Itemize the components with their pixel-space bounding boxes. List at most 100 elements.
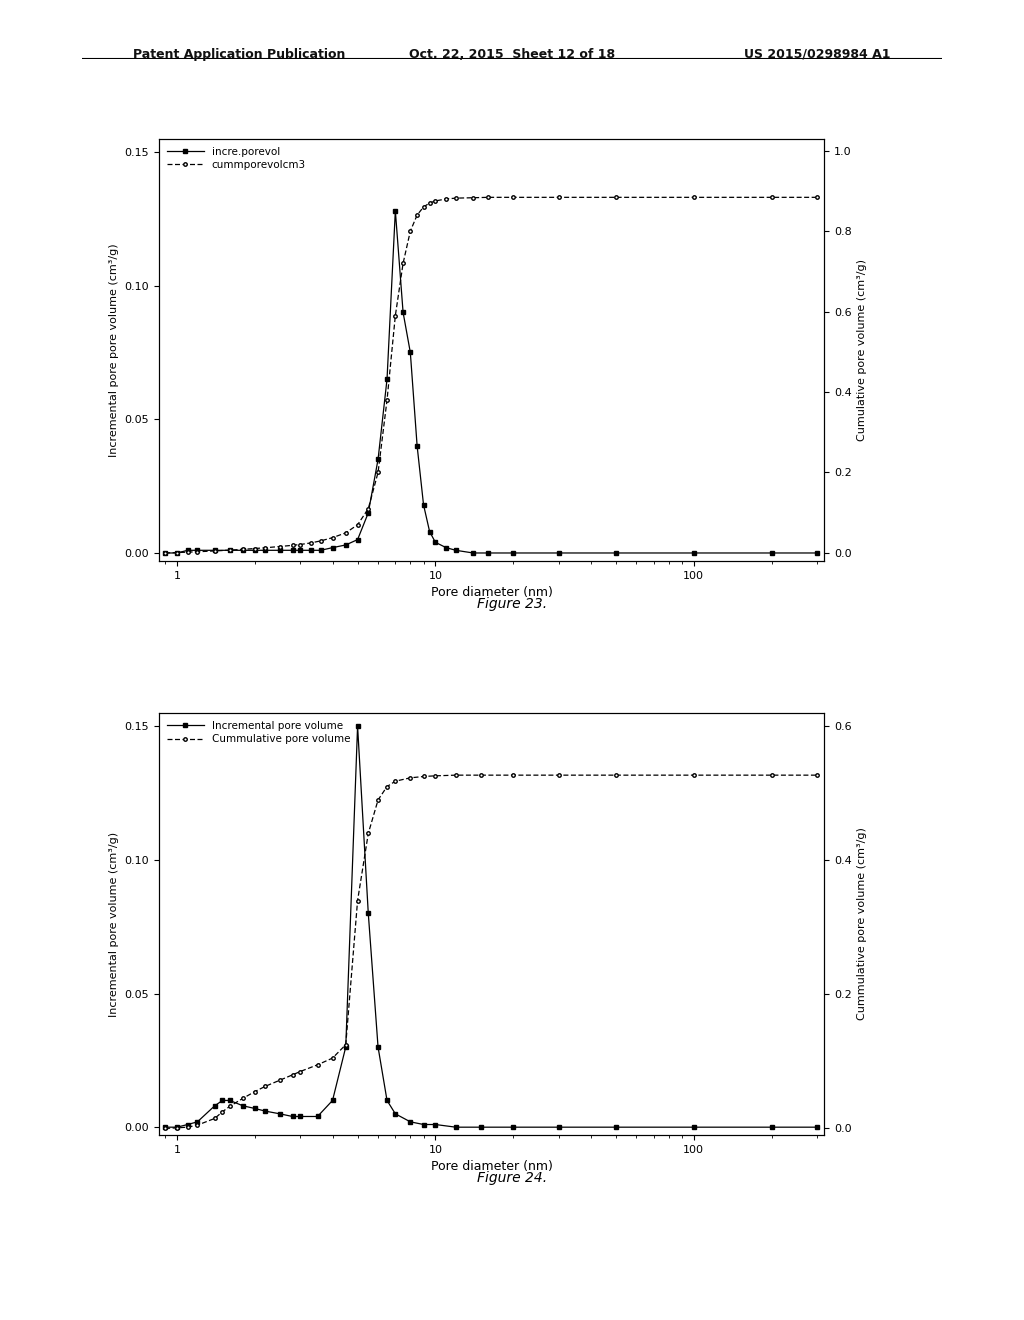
Cummulative pore volume bbox=[181, 1119, 194, 1135]
cummporevolcm3 bbox=[273, 539, 286, 554]
incre.porevol bbox=[467, 545, 479, 561]
cummporevolcm3 bbox=[381, 392, 393, 408]
Cummulative pore volume bbox=[811, 767, 823, 783]
Incremental pore volume bbox=[171, 1119, 183, 1135]
Cummulative pore volume bbox=[418, 768, 430, 784]
Incremental pore volume bbox=[553, 1119, 565, 1135]
incre.porevol bbox=[171, 545, 183, 561]
incre.porevol bbox=[191, 543, 204, 558]
cummporevolcm3 bbox=[429, 193, 441, 209]
cummporevolcm3 bbox=[181, 544, 194, 560]
Cummulative pore volume bbox=[237, 1090, 249, 1106]
cummporevolcm3 bbox=[424, 195, 436, 211]
Incremental pore volume bbox=[811, 1119, 823, 1135]
cummporevolcm3 bbox=[362, 500, 375, 516]
cummporevolcm3 bbox=[404, 223, 417, 239]
cummporevolcm3 bbox=[249, 541, 261, 557]
Cummulative pore volume bbox=[209, 1110, 221, 1126]
cummporevolcm3 bbox=[305, 535, 317, 550]
incre.porevol bbox=[418, 496, 430, 512]
Cummulative pore volume bbox=[429, 768, 441, 784]
cummporevolcm3 bbox=[411, 207, 423, 223]
incre.porevol bbox=[411, 438, 423, 454]
cummporevolcm3 bbox=[553, 189, 565, 205]
Y-axis label: Incremental pore volume (cm³/g): Incremental pore volume (cm³/g) bbox=[109, 832, 119, 1016]
Cummulative pore volume bbox=[765, 767, 777, 783]
Cummulative pore volume bbox=[259, 1078, 271, 1094]
cummporevolcm3 bbox=[351, 517, 364, 533]
incre.porevol bbox=[351, 532, 364, 548]
cummporevolcm3 bbox=[450, 190, 462, 206]
Incremental pore volume bbox=[191, 1114, 204, 1130]
cummporevolcm3 bbox=[327, 529, 339, 545]
Cummulative pore volume bbox=[362, 825, 375, 841]
incre.porevol bbox=[273, 543, 286, 558]
incre.porevol bbox=[404, 345, 417, 360]
cummporevolcm3 bbox=[223, 543, 236, 558]
Y-axis label: Cumulative pore volume (cm³/g): Cumulative pore volume (cm³/g) bbox=[857, 259, 867, 441]
Cummulative pore volume bbox=[311, 1057, 324, 1073]
Incremental pore volume bbox=[389, 1106, 401, 1122]
Cummulative pore volume bbox=[475, 767, 487, 783]
cummporevolcm3 bbox=[811, 189, 823, 205]
Line: Cummulative pore volume: Cummulative pore volume bbox=[164, 774, 819, 1130]
incre.porevol bbox=[482, 545, 495, 561]
Cummulative pore volume bbox=[351, 892, 364, 908]
cummporevolcm3 bbox=[397, 255, 410, 271]
Incremental pore volume bbox=[765, 1119, 777, 1135]
Incremental pore volume bbox=[237, 1098, 249, 1114]
Text: Figure 24.: Figure 24. bbox=[477, 1171, 547, 1185]
cummporevolcm3 bbox=[372, 465, 384, 480]
incre.porevol bbox=[223, 543, 236, 558]
Incremental pore volume bbox=[294, 1109, 306, 1125]
cummporevolcm3 bbox=[171, 545, 183, 561]
incre.porevol bbox=[424, 524, 436, 540]
Cummulative pore volume bbox=[216, 1104, 228, 1119]
Text: Patent Application Publication: Patent Application Publication bbox=[133, 48, 345, 61]
incre.porevol bbox=[610, 545, 623, 561]
Incremental pore volume bbox=[287, 1109, 299, 1125]
Cummulative pore volume bbox=[249, 1084, 261, 1100]
Incremental pore volume bbox=[181, 1117, 194, 1133]
Line: Incremental pore volume: Incremental pore volume bbox=[164, 725, 819, 1129]
cummporevolcm3 bbox=[287, 537, 299, 553]
Incremental pore volume bbox=[216, 1093, 228, 1109]
Incremental pore volume bbox=[223, 1093, 236, 1109]
incre.porevol bbox=[294, 543, 306, 558]
cummporevolcm3 bbox=[389, 308, 401, 323]
Cummulative pore volume bbox=[159, 1121, 171, 1137]
cummporevolcm3 bbox=[209, 543, 221, 558]
Text: Figure 23.: Figure 23. bbox=[477, 597, 547, 611]
Incremental pore volume bbox=[327, 1093, 339, 1109]
cummporevolcm3 bbox=[610, 189, 623, 205]
incre.porevol bbox=[389, 203, 401, 219]
Incremental pore volume bbox=[475, 1119, 487, 1135]
cummporevolcm3 bbox=[765, 189, 777, 205]
Cummulative pore volume bbox=[372, 792, 384, 808]
Text: Oct. 22, 2015  Sheet 12 of 18: Oct. 22, 2015 Sheet 12 of 18 bbox=[409, 48, 615, 61]
incre.porevol bbox=[259, 543, 271, 558]
incre.porevol bbox=[765, 545, 777, 561]
Incremental pore volume bbox=[610, 1119, 623, 1135]
Cummulative pore volume bbox=[340, 1036, 352, 1052]
X-axis label: Pore diameter (nm): Pore diameter (nm) bbox=[430, 1160, 553, 1173]
cummporevolcm3 bbox=[688, 189, 700, 205]
Incremental pore volume bbox=[429, 1117, 441, 1133]
cummporevolcm3 bbox=[440, 191, 453, 207]
Cummulative pore volume bbox=[404, 770, 417, 785]
cummporevolcm3 bbox=[418, 199, 430, 215]
incre.porevol bbox=[429, 535, 441, 550]
incre.porevol bbox=[372, 451, 384, 467]
Incremental pore volume bbox=[259, 1104, 271, 1119]
Cummulative pore volume bbox=[553, 767, 565, 783]
cummporevolcm3 bbox=[191, 544, 204, 560]
incre.porevol bbox=[305, 543, 317, 558]
Cummulative pore volume bbox=[191, 1117, 204, 1133]
incre.porevol bbox=[249, 543, 261, 558]
Cummulative pore volume bbox=[223, 1098, 236, 1114]
cummporevolcm3 bbox=[259, 540, 271, 556]
X-axis label: Pore diameter (nm): Pore diameter (nm) bbox=[430, 586, 553, 599]
Line: incre.porevol: incre.porevol bbox=[164, 209, 819, 554]
Incremental pore volume bbox=[688, 1119, 700, 1135]
Cummulative pore volume bbox=[507, 767, 519, 783]
